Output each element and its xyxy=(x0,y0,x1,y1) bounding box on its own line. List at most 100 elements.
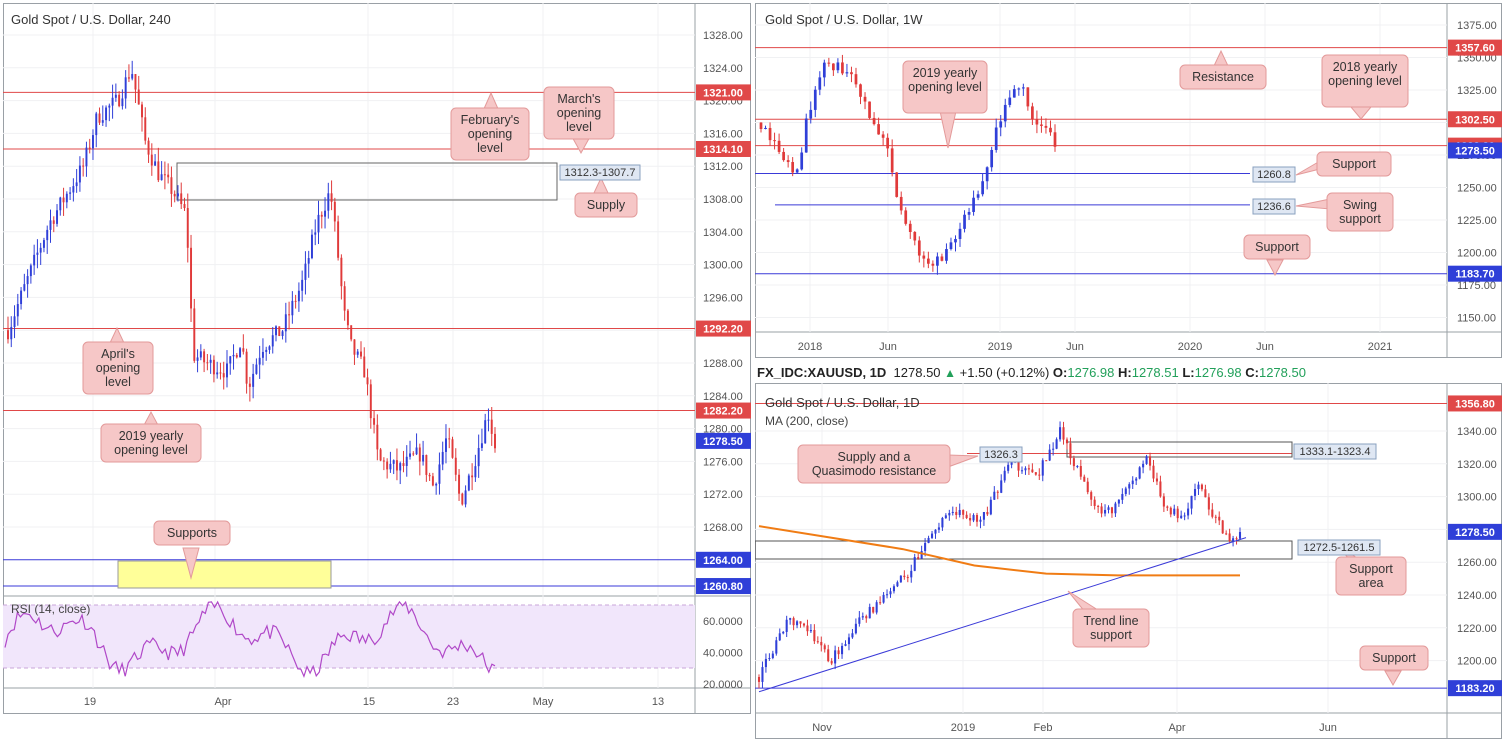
candle-body xyxy=(78,165,81,183)
candle-body xyxy=(958,510,961,515)
y-tick-label: 1260.00 xyxy=(1457,557,1497,569)
callout-support-pointer xyxy=(1384,670,1402,687)
candle-body xyxy=(105,107,108,121)
price-tag-label: 1302.50 xyxy=(1455,114,1495,126)
level-label-box-1260 xyxy=(1252,166,1296,183)
callout-april-line: April's xyxy=(101,347,135,361)
candle-body xyxy=(1055,439,1058,449)
candle-body xyxy=(972,515,975,521)
candle-body xyxy=(389,463,392,470)
candle-body xyxy=(944,515,947,518)
candle-body xyxy=(1166,506,1169,508)
candle-body xyxy=(996,491,999,493)
candle-body xyxy=(438,464,441,484)
ticker-low: 1276.98 xyxy=(1194,365,1242,380)
candle-body xyxy=(458,474,461,494)
candle-body xyxy=(1053,132,1057,147)
candle-body xyxy=(118,94,121,107)
candle-body xyxy=(98,113,101,123)
candle-body xyxy=(1083,476,1086,482)
candle-body xyxy=(1100,506,1103,514)
candle-body xyxy=(940,256,944,261)
candle-body xyxy=(1221,520,1224,534)
candle-body xyxy=(896,582,899,587)
candle-body xyxy=(1135,478,1138,481)
price-tag-label: 1278.50 xyxy=(703,436,743,448)
candle-body xyxy=(999,121,1003,128)
chart-1d-svg: 1340.001320.001300.001280.001260.001240.… xyxy=(755,383,1502,739)
candle-body xyxy=(288,314,291,316)
candle-body xyxy=(222,373,225,378)
candle-body xyxy=(425,455,428,475)
candle-body xyxy=(1155,478,1158,482)
candle-body xyxy=(412,453,415,455)
y-tick-label: 1268.00 xyxy=(703,522,743,534)
candle-body xyxy=(1031,106,1034,120)
x-tick-label: 13 xyxy=(652,696,664,708)
candle-body xyxy=(65,193,68,203)
ma-200-line[interactable] xyxy=(758,525,1240,577)
candle-body xyxy=(917,240,921,256)
candle-body xyxy=(963,214,966,229)
price-tag-label: 1278.50 xyxy=(1455,145,1495,157)
candle-body xyxy=(284,314,287,332)
candle-body xyxy=(409,453,412,457)
candle-body xyxy=(804,118,808,153)
candle-body xyxy=(10,326,13,340)
candle-body xyxy=(809,630,812,632)
candle-body xyxy=(913,231,917,241)
y-tick-label: 1320.00 xyxy=(1457,459,1497,471)
candle-body xyxy=(936,256,939,266)
candle-body xyxy=(1148,456,1152,466)
supports-zone-box[interactable] xyxy=(117,560,332,589)
candle-body xyxy=(82,165,85,167)
rsi-title: RSI (14, close) xyxy=(11,602,90,616)
candle-body xyxy=(39,247,42,253)
candle-body xyxy=(1072,458,1075,467)
candle-body xyxy=(395,460,398,471)
candle-body xyxy=(809,109,813,119)
candle-body xyxy=(340,257,343,287)
candle-body xyxy=(23,284,26,291)
candle-body xyxy=(859,84,862,97)
support-area-box[interactable] xyxy=(755,540,1293,560)
candle-body xyxy=(778,633,781,641)
supply-zone-box[interactable] xyxy=(1066,441,1293,458)
callout-yearly-2019-box xyxy=(902,60,988,114)
candle-body xyxy=(176,193,179,197)
candle-body xyxy=(757,677,761,682)
candle-body xyxy=(861,616,864,618)
callout-supply-line: Supply xyxy=(587,198,626,212)
candle-body xyxy=(1021,87,1025,89)
candle-body xyxy=(931,263,935,266)
callout-support-2-box xyxy=(1243,234,1311,260)
trend-line[interactable] xyxy=(758,537,1247,693)
candle-body xyxy=(304,263,307,280)
candle-body xyxy=(986,512,989,515)
callout-yearly-2018-box xyxy=(1321,54,1409,108)
x-tick-label: 2021 xyxy=(1368,341,1392,353)
candle-body xyxy=(789,618,792,620)
callout-supply-qm: Supply and a Quasimodo resistance xyxy=(812,450,936,478)
callout-march-box xyxy=(543,86,615,140)
supply-zone-box[interactable] xyxy=(176,162,558,201)
price-tag xyxy=(1448,395,1502,412)
candle-body xyxy=(327,193,330,211)
supply-zone-label: 1333.1-1323.4 xyxy=(1300,446,1371,458)
candle-body xyxy=(72,186,75,193)
candle-body xyxy=(226,363,228,378)
ticker-l-label: L: xyxy=(1182,365,1195,380)
candle-body xyxy=(314,232,317,235)
candle-body xyxy=(1197,484,1200,490)
candle-body xyxy=(1145,456,1148,464)
candle-body xyxy=(248,383,251,387)
qm-level-label: 1326.3 xyxy=(984,449,1018,461)
y-tick-label: 1375.00 xyxy=(1457,20,1497,32)
candle-body xyxy=(1093,499,1096,506)
candle-body xyxy=(1012,89,1016,98)
x-tick-label: 2019 xyxy=(951,722,975,734)
candle-body xyxy=(886,137,890,149)
candle-body xyxy=(1104,509,1107,514)
candle-body xyxy=(922,255,926,259)
candle-body xyxy=(1218,516,1221,521)
